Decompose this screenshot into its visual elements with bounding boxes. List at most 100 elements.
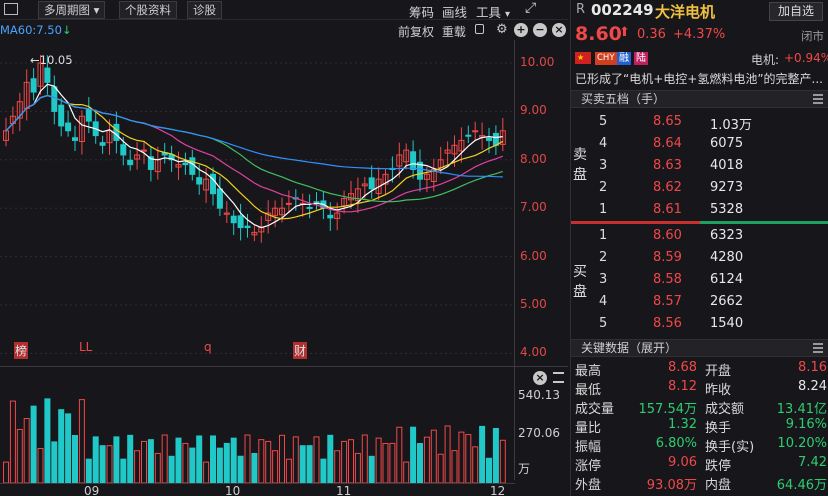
up-arrow-icon: ⬆	[619, 25, 630, 40]
candle	[430, 168, 437, 182]
settings-icon[interactable]: ⚙	[496, 22, 508, 37]
chart-toolbar: 多周期图 ▾ 个股资料 诊股 筹码 画线 工具 ▾ ⤢	[0, 0, 568, 20]
key-data-label: 振幅	[575, 440, 602, 455]
orderbook-sell-row[interactable]: 5 8.65 1.03万	[571, 114, 828, 134]
stock-info-button[interactable]: 个股资料	[119, 1, 177, 19]
menu-icon[interactable]	[813, 94, 823, 104]
badge-chy[interactable]: CHY	[595, 52, 617, 65]
candle	[196, 177, 203, 185]
volume-bar	[120, 458, 127, 483]
candle	[354, 188, 361, 202]
chip-button[interactable]: 筹码	[409, 5, 435, 20]
restore-mode-button[interactable]: 前复权	[398, 25, 435, 39]
orderbook-sell-row[interactable]: 1 8.61 5328	[571, 202, 828, 222]
orderbook-buy-row[interactable]: 4 8.57 2662	[571, 294, 828, 314]
volume-tick: 万	[518, 462, 531, 476]
marker-q[interactable]: q	[204, 340, 212, 354]
volume-bar	[430, 429, 437, 483]
chevron-down-icon: ▾	[505, 9, 511, 20]
candle	[99, 142, 106, 146]
volume-bar	[147, 439, 154, 483]
candle	[375, 178, 382, 194]
chevron-down-icon: ▾	[93, 3, 100, 17]
bid-volume: 2662	[710, 294, 744, 309]
key-data-label: 成交额	[705, 402, 745, 417]
candle	[272, 207, 279, 216]
buy-side-text: 买盘	[573, 264, 587, 300]
orderbook-buy-row[interactable]: 2 8.59 4280	[571, 250, 828, 270]
volume-bar	[85, 458, 92, 483]
orderbook-buy-row[interactable]: 1 8.60 6323	[571, 228, 828, 248]
badge-margin[interactable]: 融	[617, 52, 631, 65]
marker-finance[interactable]: 财	[293, 342, 308, 359]
orderbook-sell-row[interactable]: 3 8.63 4018	[571, 158, 828, 178]
volume-bar	[417, 443, 423, 483]
menu-icon[interactable]	[553, 372, 564, 383]
sector-label[interactable]: 电机:	[751, 53, 780, 67]
price-chart[interactable]	[0, 40, 515, 362]
close-volume-icon[interactable]: ×	[533, 371, 547, 385]
marker-ll[interactable]: LL	[79, 340, 93, 354]
tools-button[interactable]: 工具 ▾	[476, 2, 510, 21]
diagnose-button[interactable]: 诊股	[187, 1, 222, 19]
candle	[417, 161, 423, 180]
orderbook-sell-row[interactable]: 2 8.62 9273	[571, 180, 828, 200]
date-axis-line	[0, 483, 515, 484]
candle	[403, 149, 410, 163]
key-data-value: 157.54万	[638, 402, 698, 417]
volume-bar	[306, 445, 313, 483]
key-data-header[interactable]: 关键数据（展开）	[571, 339, 828, 357]
price-change: 0.36	[637, 27, 666, 42]
key-data-value: 7.42	[798, 455, 827, 470]
volume-chart[interactable]	[0, 385, 515, 483]
menu-icon[interactable]	[813, 343, 823, 353]
candle	[306, 206, 313, 209]
volume-bar	[320, 458, 327, 483]
key-data-label: 最低	[575, 383, 602, 398]
candle	[223, 212, 230, 215]
marker-rank[interactable]: 榜	[14, 342, 29, 359]
date-tick: 10	[225, 484, 241, 496]
volume-bar	[396, 426, 403, 483]
key-data-row: 最低 8.12 昨收 8.24	[571, 379, 828, 398]
level-number: 1	[599, 202, 608, 217]
candle	[396, 154, 403, 167]
ma20-line	[5, 94, 504, 213]
candle	[16, 101, 23, 119]
volume-bar	[279, 434, 285, 483]
candle	[237, 215, 244, 229]
candle	[44, 67, 51, 83]
volume-bar	[65, 413, 72, 483]
volume-bar	[265, 440, 272, 483]
draw-line-button[interactable]: 画线	[442, 5, 468, 20]
overlay-button[interactable]: 重载	[441, 25, 466, 39]
buy-side-label: 买盘	[573, 262, 589, 302]
orderbook-sell-row[interactable]: 4 8.64 6075	[571, 136, 828, 156]
fullscreen-icon[interactable]: ⤢	[525, 0, 537, 16]
multi-period-button[interactable]: 多周期图 ▾	[38, 1, 106, 19]
volume-bar	[175, 437, 182, 483]
sell-side-label: 卖盘	[573, 145, 589, 185]
candle	[486, 137, 492, 141]
volume-bar	[154, 452, 161, 483]
key-data-label: 开盘	[705, 364, 732, 379]
orderbook-buy-row[interactable]: 3 8.58 6124	[571, 272, 828, 292]
candle	[230, 215, 237, 224]
close-chart-icon[interactable]: ×	[552, 23, 566, 37]
candle	[361, 183, 368, 187]
badge-hk-connect[interactable]: 陆	[634, 52, 648, 65]
down-arrow-icon: ↓	[61, 23, 72, 37]
level-number: 2	[599, 250, 608, 265]
volume-bar	[72, 434, 78, 483]
key-data-row: 振幅 6.80% 换手(实) 10.20%	[571, 436, 828, 455]
monitor-icon[interactable]	[4, 3, 18, 15]
lock-icon[interactable]	[475, 24, 484, 34]
price-tick: 5.00	[520, 297, 547, 311]
volume-bar	[375, 437, 382, 483]
orderbook-buy-row[interactable]: 5 8.56 1540	[571, 316, 828, 336]
zoom-in-icon[interactable]: +	[514, 23, 528, 37]
candle	[492, 132, 499, 146]
zoom-out-icon[interactable]: −	[533, 23, 547, 37]
add-watch-button[interactable]: 加自选	[769, 2, 823, 21]
company-intro[interactable]: 已形成了“电机+电控+氢燃料电池”的完整产...	[575, 72, 823, 86]
